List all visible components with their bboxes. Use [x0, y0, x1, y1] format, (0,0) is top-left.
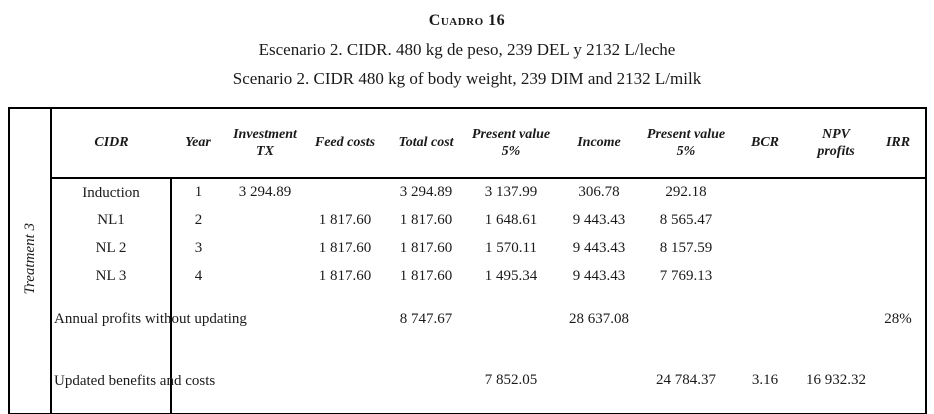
cell-feed-costs [305, 290, 385, 348]
cell-irr [871, 348, 926, 414]
cell-npv-profits [801, 206, 871, 234]
treatment-label: Treatment 3 [21, 222, 38, 295]
cell-year: 1 [194, 184, 203, 200]
row-label: NL1 [51, 206, 172, 234]
cell-year: 4 [194, 267, 203, 284]
col-header-present-value-income: Present value 5% [643, 108, 729, 179]
table-heading-block: Cuadro 16 Escenario 2. CIDR. 480 kg de p… [0, 12, 934, 98]
cell-present-value-income: 8 157.59 [659, 239, 713, 256]
cell-bcr [729, 262, 801, 290]
col-header-irr: IRR [871, 108, 926, 179]
col-header-cidr: CIDR [51, 108, 171, 179]
subtitle-spanish: Escenario 2. CIDR. 480 kg de peso, 239 D… [258, 40, 676, 59]
cell-present-value-costs: 7 852.05 [484, 372, 538, 388]
table-number-title: Cuadro 16 [428, 12, 506, 29]
col-header-total-cost: Total cost [385, 108, 467, 179]
cell-investment-tx [225, 262, 305, 290]
cell-present-value-costs: 3 137.99 [484, 184, 538, 200]
cell-irr [871, 262, 926, 290]
cell-bcr [729, 206, 801, 234]
col-header-present-value-costs: Present value 5% [467, 108, 555, 179]
cell-present-value-costs: 1 495.34 [484, 267, 538, 284]
cell-year: 2 [194, 211, 203, 228]
cell-feed-costs [305, 348, 385, 414]
col-header-bcr: BCR [729, 108, 801, 179]
cell-irr: 28% [884, 310, 912, 327]
col-header-feed-costs: Feed costs [305, 108, 385, 179]
table-row-nl1: NL1 2 1 817.60 1 817.60 1 648.61 9 443.4… [9, 206, 926, 234]
cell-bcr [729, 178, 801, 206]
header-row: Treatment 3 CIDR Year Investment TX Feed… [9, 108, 926, 414]
cell-bcr [729, 234, 801, 262]
cell-present-value-costs [467, 290, 555, 348]
cell-income [555, 348, 643, 414]
cell-feed-costs: 1 817.60 [318, 239, 372, 256]
col-header-year: Year [171, 108, 225, 179]
row-label: Induction [51, 178, 172, 206]
table-container: Treatment 3 CIDR Year Investment TX Feed… [8, 107, 927, 414]
cell-income: 9 443.43 [572, 239, 626, 256]
col-header-investment-tx: Investment TX [225, 108, 305, 179]
col-header-npv-profits: NPV profits [801, 108, 871, 179]
cell-npv-profits [801, 234, 871, 262]
cell-npv-profits [801, 262, 871, 290]
cell-irr [871, 206, 926, 234]
cell-total-cost: 1 817.60 [399, 211, 453, 228]
row-label: NL 2 [51, 234, 172, 262]
cell-npv-profits [801, 290, 871, 348]
cell-npv-profits [801, 178, 871, 206]
row-label: Updated benefits and costs [51, 348, 215, 414]
row-label: NL 3 [51, 262, 172, 290]
col-header-income: Income [555, 108, 643, 179]
cell-present-value-costs: 1 648.61 [484, 211, 538, 228]
cell-present-value-income: 8 565.47 [659, 211, 713, 228]
cell-feed-costs: 1 817.60 [318, 211, 372, 228]
cell-total-cost: 1 817.60 [399, 239, 453, 256]
cell-present-value-income [643, 290, 729, 348]
subtitle-english: Scenario 2. CIDR 480 kg of body weight, … [232, 69, 702, 88]
table-row-nl3: NL 3 4 1 817.60 1 817.60 1 495.34 9 443.… [9, 262, 926, 290]
cell-irr [871, 178, 926, 206]
data-table: Treatment 3 CIDR Year Investment TX Feed… [8, 107, 927, 414]
row-label: Annual profits without updating [51, 290, 247, 348]
cell-income: 9 443.43 [572, 211, 626, 228]
cell-income: 28 637.08 [569, 310, 629, 327]
cell-investment-tx [225, 206, 305, 234]
cell-npv-profits: 16 932.32 [806, 372, 866, 388]
cell-feed-costs [305, 178, 385, 206]
treatment-sidebar-cell: Treatment 3 [9, 108, 52, 414]
cell-income: 306.78 [578, 184, 620, 200]
cell-income: 9 443.43 [572, 267, 626, 284]
table-row-annual-profits: Annual profits without updating 8 747.67… [9, 290, 926, 348]
cell-investment-tx [225, 348, 305, 414]
cell-present-value-costs: 1 570.11 [485, 239, 537, 256]
cell-present-value-income: 24 784.37 [656, 372, 716, 388]
cell-total-cost [385, 348, 467, 414]
cell-total-cost: 8 747.67 [399, 310, 453, 327]
cell-investment-tx: 3 294.89 [238, 184, 292, 200]
table-row-updated-benefits: Updated benefits and costs 7 852.05 24 7… [9, 348, 926, 414]
cell-bcr: 3.16 [751, 372, 779, 388]
cell-bcr [729, 290, 801, 348]
cell-total-cost: 3 294.89 [399, 184, 453, 200]
cell-present-value-income: 292.18 [665, 184, 707, 200]
cell-feed-costs: 1 817.60 [318, 267, 372, 284]
cell-year: 3 [194, 239, 203, 256]
table-row-nl2: NL 2 3 1 817.60 1 817.60 1 570.11 9 443.… [9, 234, 926, 262]
cell-present-value-income: 7 769.13 [659, 267, 713, 284]
cell-irr [871, 234, 926, 262]
cell-total-cost: 1 817.60 [399, 267, 453, 284]
table-row-induction: Induction 1 3 294.89 3 294.89 3 137.99 3… [9, 178, 926, 206]
cell-investment-tx [225, 234, 305, 262]
